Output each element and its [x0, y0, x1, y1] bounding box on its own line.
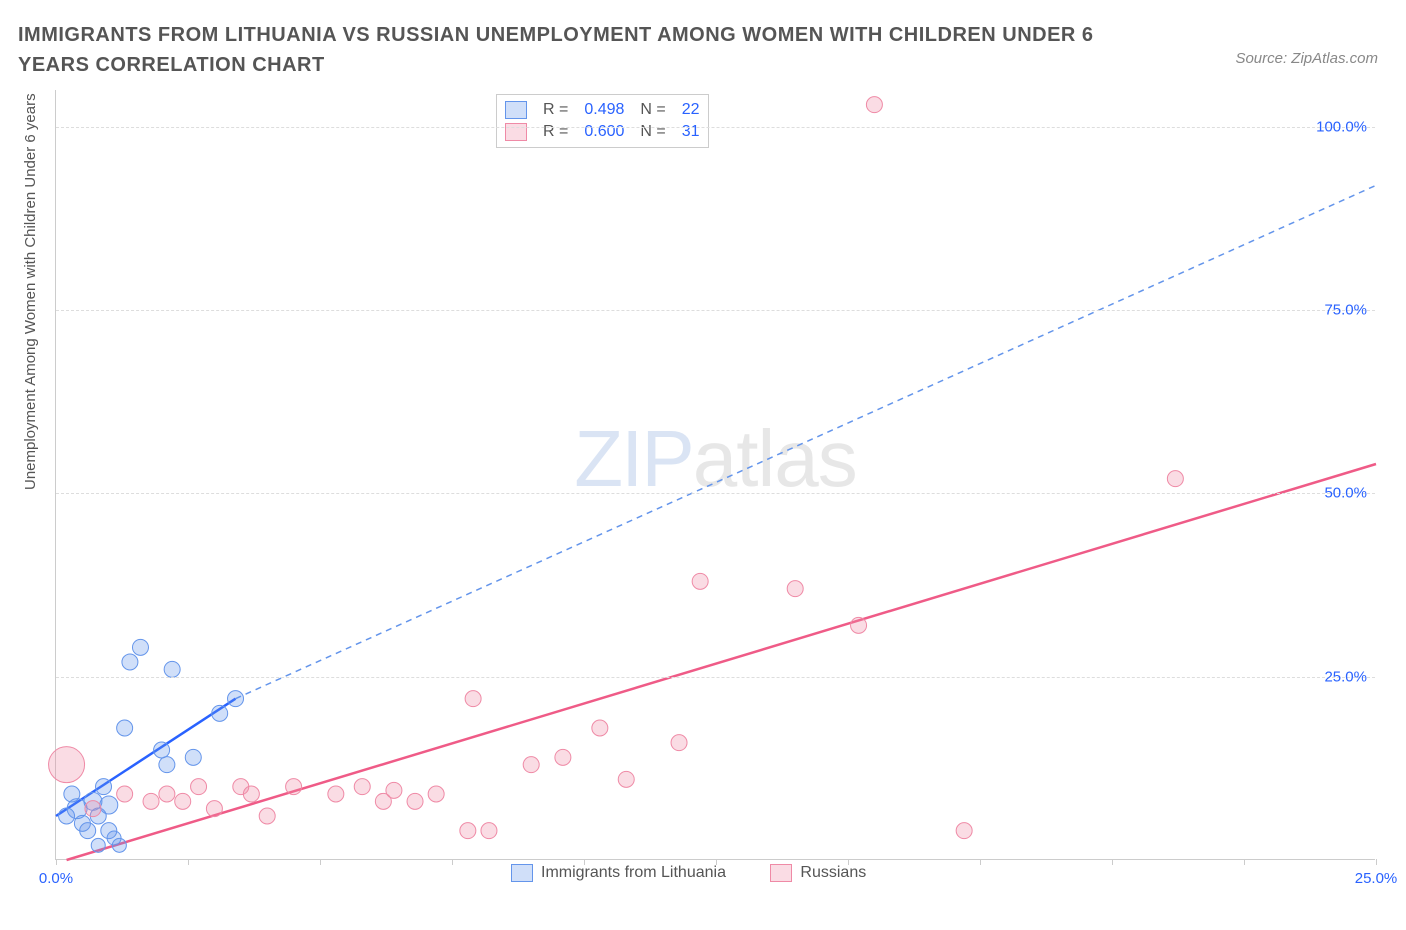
data-point	[206, 801, 222, 817]
y-tick-label: 75.0%	[1324, 302, 1367, 319]
data-point	[386, 782, 402, 798]
y-axis-label: Unemployment Among Women with Children U…	[22, 93, 39, 490]
data-point	[91, 838, 105, 852]
swatch-lithuania-icon	[511, 864, 533, 882]
data-point	[286, 779, 302, 795]
data-point	[96, 779, 112, 795]
data-point	[228, 691, 244, 707]
data-point	[523, 757, 539, 773]
n-value-lithuania: 22	[674, 99, 708, 121]
data-point	[407, 793, 423, 809]
y-tick-label: 100.0%	[1316, 118, 1367, 135]
y-tick-label: 50.0%	[1324, 485, 1367, 502]
data-point	[787, 581, 803, 597]
stats-legend: R =0.498 N =22 R =0.600 N =31	[496, 94, 709, 148]
data-point	[460, 823, 476, 839]
data-point	[191, 779, 207, 795]
n-value-russians: 31	[674, 121, 708, 143]
y-tick-label: 25.0%	[1324, 668, 1367, 685]
data-point	[117, 720, 133, 736]
legend-item-russians: Russians	[770, 864, 866, 882]
data-point	[49, 747, 85, 783]
data-point	[117, 786, 133, 802]
data-point	[100, 796, 118, 814]
data-point	[154, 742, 170, 758]
legend-label-lithuania: Immigrants from Lithuania	[541, 864, 726, 882]
data-point	[112, 838, 126, 852]
source-label: Source: ZipAtlas.com	[1235, 50, 1378, 67]
data-point	[555, 749, 571, 765]
data-point	[132, 639, 148, 655]
data-point	[851, 617, 867, 633]
data-point	[692, 573, 708, 589]
data-point	[671, 735, 687, 751]
data-point	[956, 823, 972, 839]
data-point	[592, 720, 608, 736]
data-point	[164, 661, 180, 677]
data-point	[866, 97, 882, 113]
data-point	[259, 808, 275, 824]
data-point	[85, 801, 101, 817]
data-point	[212, 705, 228, 721]
data-point	[1167, 471, 1183, 487]
data-point	[122, 654, 138, 670]
x-tick-label: 0.0%	[39, 870, 73, 887]
data-point	[80, 823, 96, 839]
legend-item-lithuania: Immigrants from Lithuania	[511, 864, 726, 882]
data-point	[175, 793, 191, 809]
x-tick-label: 25.0%	[1355, 870, 1398, 887]
data-point	[618, 771, 634, 787]
data-point	[428, 786, 444, 802]
correlation-chart: ZIPatlas R =0.498 N =22 R =0.600 N =31 I…	[55, 90, 1375, 860]
data-point	[143, 793, 159, 809]
series-legend: Immigrants from Lithuania Russians	[511, 864, 906, 887]
data-point	[481, 823, 497, 839]
data-point	[354, 779, 370, 795]
page-title: IMMIGRANTS FROM LITHUANIA VS RUSSIAN UNE…	[18, 20, 1118, 80]
data-point	[159, 786, 175, 802]
swatch-russians-icon	[770, 864, 792, 882]
r-value-russians: 0.600	[576, 121, 632, 143]
data-point	[243, 786, 259, 802]
swatch-lithuania	[505, 101, 527, 119]
data-point	[159, 757, 175, 773]
data-layer	[56, 90, 1375, 859]
legend-label-russians: Russians	[800, 864, 866, 882]
legend-row-lithuania: R =0.498 N =22	[497, 99, 708, 121]
r-value-lithuania: 0.498	[576, 99, 632, 121]
data-point	[328, 786, 344, 802]
data-point	[185, 749, 201, 765]
legend-row-russians: R =0.600 N =31	[497, 121, 708, 143]
data-point	[465, 691, 481, 707]
